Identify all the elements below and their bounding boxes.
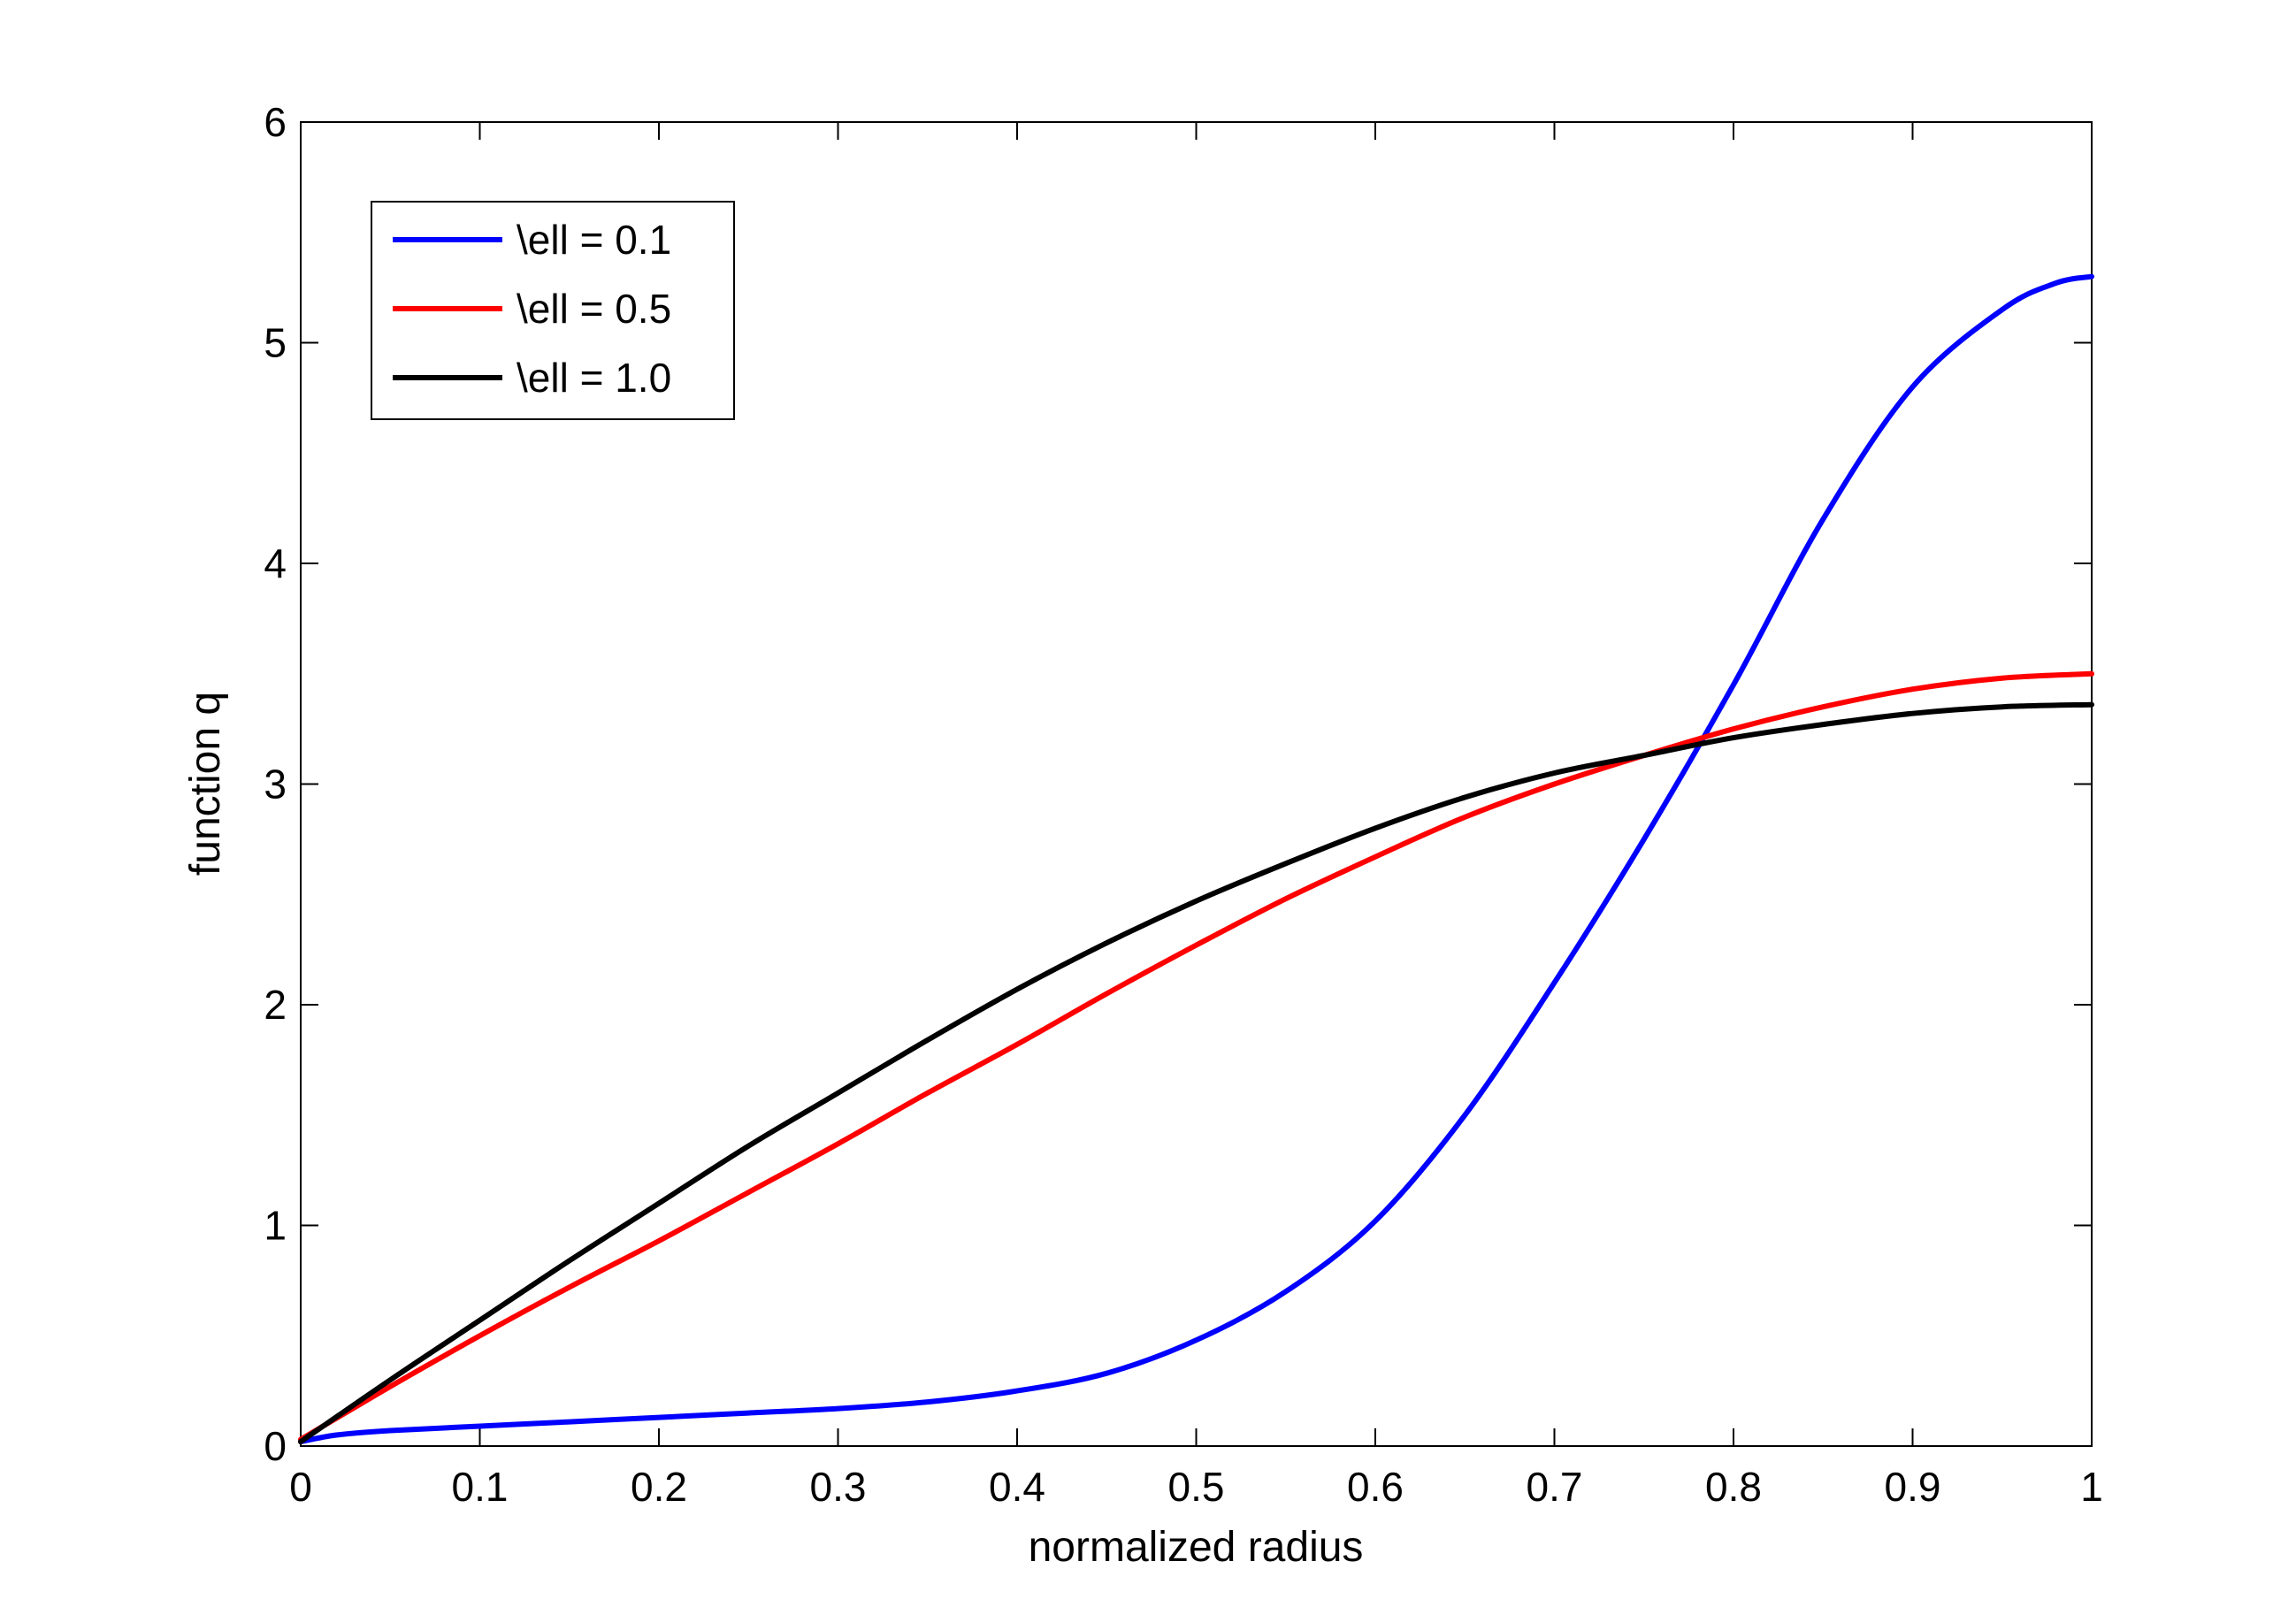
x-tick-label: 0.5: [1168, 1464, 1225, 1510]
axis-ticks: [300, 121, 2093, 1447]
legend-label-3: \ell = 1.0: [517, 355, 671, 401]
y-tick-label: 0: [264, 1423, 287, 1469]
x-tick-label: 0.3: [810, 1464, 867, 1510]
series-line-3: [298, 701, 2094, 1444]
x-tick-label: 0.6: [1347, 1464, 1404, 1510]
y-tick-label: 3: [264, 762, 287, 808]
y-tick-label: 1: [264, 1203, 287, 1249]
series-line-1: [298, 273, 2094, 1444]
y-tick-label: 2: [264, 982, 287, 1028]
x-axis-label: normalized radius: [1029, 1524, 1364, 1571]
x-tick-label: 0: [289, 1464, 312, 1510]
legend: \ell = 0.1 \ell = 0.5 \ell = 1.0: [371, 201, 735, 420]
y-tick-label: 6: [264, 99, 287, 145]
x-tick-label: 0.2: [631, 1464, 687, 1510]
x-tick-label: 0.9: [1885, 1464, 1941, 1510]
y-tick-label: 4: [264, 540, 287, 586]
legend-label-2: \ell = 0.5: [517, 286, 671, 332]
series-line-2: [298, 670, 2094, 1443]
legend-entries: \ell = 0.1 \ell = 0.5 \ell = 1.0: [393, 217, 671, 401]
x-tick-label: 0.1: [452, 1464, 509, 1510]
x-tick-label: 0.8: [1705, 1464, 1762, 1510]
y-axis-tick-labels: 0 1 2 3 4 5 6: [264, 99, 287, 1469]
y-axis-label: function q: [182, 692, 229, 876]
x-tick-label: 1: [2080, 1464, 2103, 1510]
x-tick-label: 0.7: [1527, 1464, 1583, 1510]
legend-label-1: \ell = 0.1: [517, 217, 671, 263]
y-tick-label: 5: [264, 320, 287, 366]
x-tick-label: 0.4: [989, 1464, 1045, 1510]
data-series: [298, 273, 2094, 1444]
x-axis-tick-labels: 0 0.1 0.2 0.3 0.4 0.5 0.6 0.7 0.8 0.9 1: [289, 1464, 2103, 1510]
